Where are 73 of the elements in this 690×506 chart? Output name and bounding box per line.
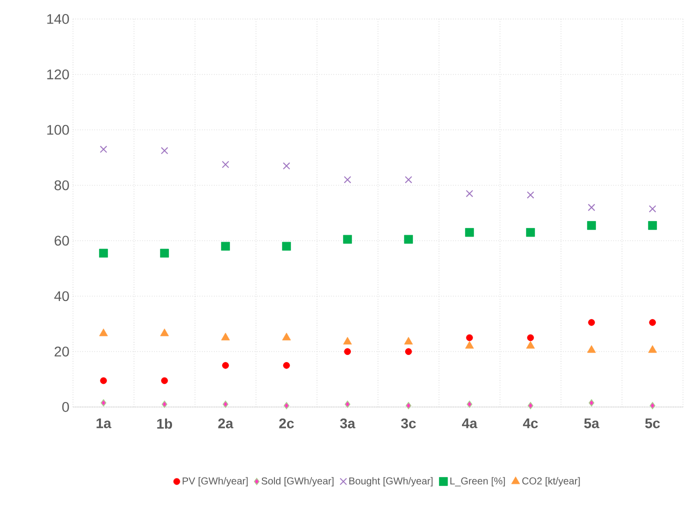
point — [648, 205, 656, 213]
point — [526, 228, 535, 237]
point — [221, 242, 230, 251]
y-tick-label: 100 — [47, 124, 69, 135]
x-tick-label: 4a — [462, 418, 478, 428]
point — [160, 146, 168, 154]
y-tick-label: 60 — [54, 236, 69, 246]
x-tick-label: 1b — [157, 418, 172, 429]
point — [343, 336, 352, 344]
legend-label: CO2 [kt/year] — [522, 477, 580, 486]
point — [221, 332, 230, 340]
point — [588, 399, 594, 406]
point — [648, 221, 657, 230]
point — [283, 362, 290, 369]
point — [344, 348, 351, 355]
legend-label: L_Green [%] — [450, 477, 505, 486]
point — [162, 400, 168, 408]
point — [527, 334, 534, 342]
point — [466, 334, 473, 342]
y-tick-label: 0 — [62, 402, 69, 412]
point — [343, 234, 352, 244]
point — [588, 204, 596, 212]
point — [404, 176, 412, 184]
x-tick-label: 3c — [401, 418, 416, 428]
point — [99, 328, 108, 336]
point — [344, 176, 352, 184]
legend-label: Sold [GWh/year] — [262, 477, 334, 486]
y-tick-label: 20 — [54, 346, 69, 357]
point — [284, 402, 290, 410]
point — [650, 402, 656, 410]
x-tick-label: 5a — [584, 418, 600, 428]
point — [587, 345, 596, 353]
point — [99, 248, 108, 258]
x-tick-label: 2a — [218, 418, 234, 428]
point — [649, 319, 656, 326]
x-tick-label: 3a — [340, 418, 356, 428]
y-tick-label: 80 — [54, 180, 69, 190]
x-tick-label: 4c — [522, 418, 538, 428]
x-tick-label: 2c — [279, 418, 294, 428]
point — [161, 377, 168, 384]
point — [100, 377, 107, 384]
point — [404, 234, 413, 244]
legend-label: PV [GWh/year] — [182, 477, 248, 486]
point — [466, 400, 472, 408]
x-tick-label: 1a — [96, 418, 112, 428]
point — [282, 332, 291, 340]
point — [222, 400, 228, 408]
point — [404, 336, 413, 344]
y-tick-label: 120 — [47, 69, 69, 80]
point — [160, 248, 169, 258]
point — [526, 191, 534, 199]
point — [528, 402, 534, 410]
point — [344, 400, 350, 408]
point — [160, 328, 169, 336]
x-tick-label: 5c — [645, 418, 660, 428]
point — [465, 341, 474, 349]
y-tick-label: 40 — [54, 291, 69, 302]
y-tick-label: 140 — [47, 14, 69, 24]
point — [406, 402, 412, 410]
point — [282, 242, 291, 251]
legend-label: Bought [GWh/year] — [349, 477, 433, 486]
point — [466, 190, 474, 198]
point — [588, 319, 595, 326]
point — [100, 399, 106, 406]
point — [405, 348, 412, 355]
point — [526, 341, 535, 349]
point — [100, 146, 108, 153]
point — [465, 228, 474, 237]
point — [222, 362, 229, 369]
point — [648, 345, 657, 353]
point — [282, 162, 290, 170]
point — [587, 221, 596, 230]
point — [222, 160, 230, 168]
